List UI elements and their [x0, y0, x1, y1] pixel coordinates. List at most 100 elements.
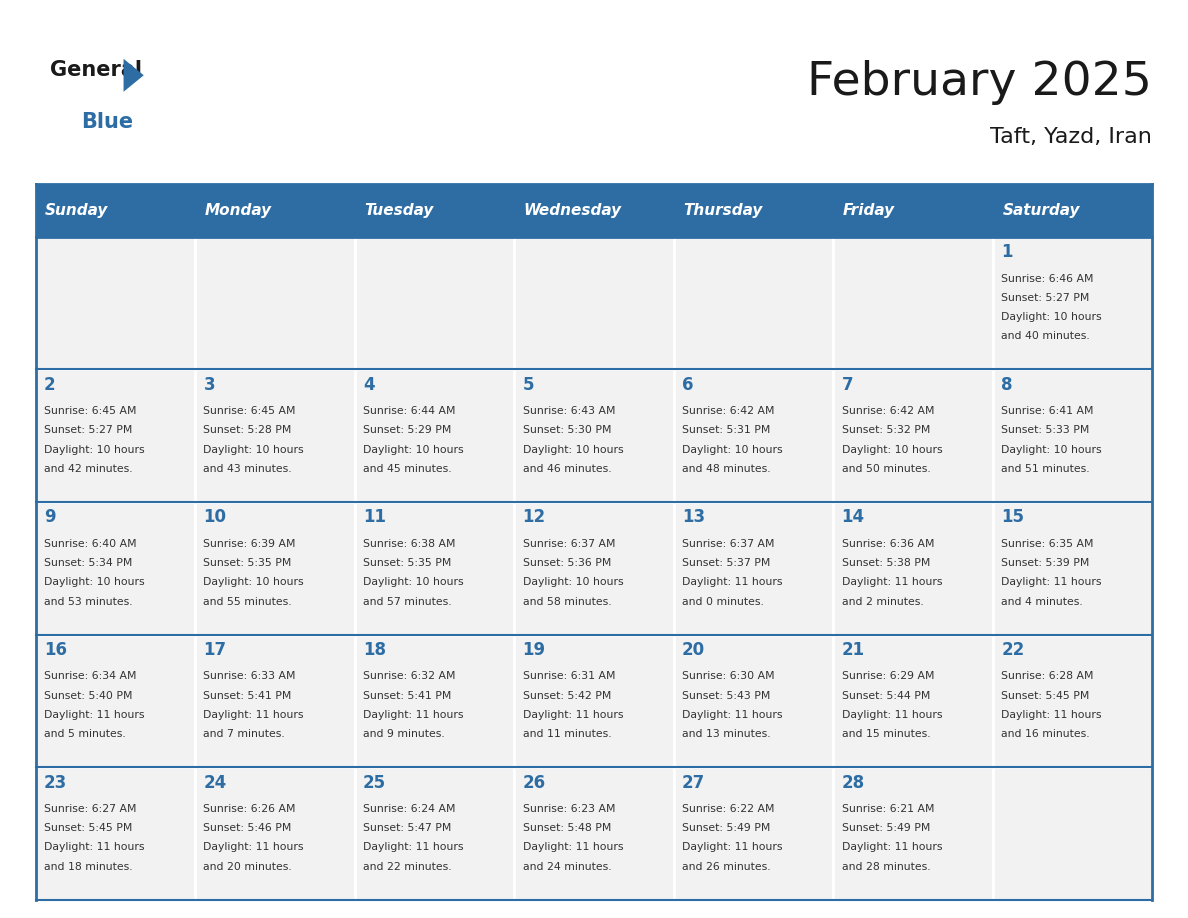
Text: 27: 27: [682, 774, 706, 791]
Text: Sunset: 5:34 PM: Sunset: 5:34 PM: [44, 558, 132, 568]
Text: and 4 minutes.: and 4 minutes.: [1001, 597, 1083, 607]
Bar: [833, 184, 993, 237]
Text: Daylight: 10 hours: Daylight: 10 hours: [682, 444, 783, 454]
Text: 13: 13: [682, 509, 706, 526]
Text: Sunset: 5:41 PM: Sunset: 5:41 PM: [203, 690, 292, 700]
Text: Sunday: Sunday: [45, 203, 108, 218]
Text: Sunrise: 6:23 AM: Sunrise: 6:23 AM: [523, 804, 615, 813]
Text: and 15 minutes.: and 15 minutes.: [841, 729, 930, 739]
Text: 5: 5: [523, 375, 535, 394]
Text: Daylight: 10 hours: Daylight: 10 hours: [44, 577, 145, 588]
Bar: [514, 634, 674, 767]
Text: and 0 minutes.: and 0 minutes.: [682, 597, 764, 607]
Bar: [674, 502, 833, 634]
Bar: [833, 634, 993, 767]
Text: Sunrise: 6:39 AM: Sunrise: 6:39 AM: [203, 539, 296, 549]
Bar: [195, 237, 355, 369]
Bar: [674, 184, 833, 237]
Bar: [674, 767, 833, 900]
Bar: [195, 767, 355, 900]
Text: Sunset: 5:37 PM: Sunset: 5:37 PM: [682, 558, 771, 568]
Text: Friday: Friday: [842, 203, 895, 218]
Text: and 13 minutes.: and 13 minutes.: [682, 729, 771, 739]
Text: Sunrise: 6:21 AM: Sunrise: 6:21 AM: [841, 804, 934, 813]
Text: Daylight: 10 hours: Daylight: 10 hours: [1001, 444, 1101, 454]
Text: 7: 7: [841, 375, 853, 394]
Text: Sunrise: 6:27 AM: Sunrise: 6:27 AM: [44, 804, 137, 813]
Text: 26: 26: [523, 774, 545, 791]
Bar: [993, 184, 1152, 237]
Text: Sunset: 5:46 PM: Sunset: 5:46 PM: [203, 823, 292, 833]
Text: and 46 minutes.: and 46 minutes.: [523, 464, 611, 474]
Text: Daylight: 11 hours: Daylight: 11 hours: [364, 843, 463, 852]
Text: and 9 minutes.: and 9 minutes.: [364, 729, 444, 739]
Text: Daylight: 11 hours: Daylight: 11 hours: [203, 710, 304, 720]
Text: Daylight: 11 hours: Daylight: 11 hours: [523, 843, 623, 852]
Text: Daylight: 11 hours: Daylight: 11 hours: [523, 710, 623, 720]
Text: Sunset: 5:44 PM: Sunset: 5:44 PM: [841, 690, 930, 700]
Bar: [355, 502, 514, 634]
Text: Wednesday: Wednesday: [524, 203, 621, 218]
Text: Sunset: 5:47 PM: Sunset: 5:47 PM: [364, 823, 451, 833]
Text: 14: 14: [841, 509, 865, 526]
Text: and 16 minutes.: and 16 minutes.: [1001, 729, 1089, 739]
Text: Sunset: 5:32 PM: Sunset: 5:32 PM: [841, 425, 930, 435]
Text: 18: 18: [364, 641, 386, 659]
Text: Daylight: 10 hours: Daylight: 10 hours: [203, 444, 304, 454]
Bar: [514, 767, 674, 900]
Text: and 26 minutes.: and 26 minutes.: [682, 862, 771, 871]
Text: and 45 minutes.: and 45 minutes.: [364, 464, 451, 474]
Text: Daylight: 10 hours: Daylight: 10 hours: [1001, 312, 1101, 322]
Text: 16: 16: [44, 641, 67, 659]
Text: Monday: Monday: [204, 203, 272, 218]
Text: Sunrise: 6:32 AM: Sunrise: 6:32 AM: [364, 671, 455, 681]
Bar: [195, 634, 355, 767]
Bar: [355, 237, 514, 369]
Text: Sunrise: 6:29 AM: Sunrise: 6:29 AM: [841, 671, 934, 681]
Text: and 20 minutes.: and 20 minutes.: [203, 862, 292, 871]
Text: Blue: Blue: [81, 112, 133, 132]
Bar: [833, 369, 993, 502]
Text: Daylight: 11 hours: Daylight: 11 hours: [364, 710, 463, 720]
Text: Daylight: 10 hours: Daylight: 10 hours: [523, 577, 624, 588]
Text: Sunrise: 6:38 AM: Sunrise: 6:38 AM: [364, 539, 455, 549]
Text: 3: 3: [203, 375, 215, 394]
Text: Daylight: 11 hours: Daylight: 11 hours: [44, 710, 145, 720]
Text: and 5 minutes.: and 5 minutes.: [44, 729, 126, 739]
Text: February 2025: February 2025: [808, 60, 1152, 105]
Text: Sunset: 5:30 PM: Sunset: 5:30 PM: [523, 425, 611, 435]
Text: Daylight: 10 hours: Daylight: 10 hours: [841, 444, 942, 454]
Text: Sunrise: 6:41 AM: Sunrise: 6:41 AM: [1001, 406, 1094, 416]
Text: and 24 minutes.: and 24 minutes.: [523, 862, 611, 871]
Text: Daylight: 11 hours: Daylight: 11 hours: [682, 843, 783, 852]
Text: 22: 22: [1001, 641, 1024, 659]
Bar: [355, 767, 514, 900]
Bar: [195, 184, 355, 237]
Bar: [36, 237, 195, 369]
Text: Sunrise: 6:30 AM: Sunrise: 6:30 AM: [682, 671, 775, 681]
Text: Sunrise: 6:43 AM: Sunrise: 6:43 AM: [523, 406, 615, 416]
Text: Sunset: 5:28 PM: Sunset: 5:28 PM: [203, 425, 292, 435]
Text: 28: 28: [841, 774, 865, 791]
Bar: [833, 767, 993, 900]
Text: Daylight: 11 hours: Daylight: 11 hours: [682, 577, 783, 588]
Bar: [514, 369, 674, 502]
Text: 24: 24: [203, 774, 227, 791]
Text: and 55 minutes.: and 55 minutes.: [203, 597, 292, 607]
Text: Sunrise: 6:45 AM: Sunrise: 6:45 AM: [44, 406, 137, 416]
Text: Sunrise: 6:37 AM: Sunrise: 6:37 AM: [523, 539, 615, 549]
Text: Sunrise: 6:34 AM: Sunrise: 6:34 AM: [44, 671, 137, 681]
Text: General: General: [50, 60, 141, 80]
Text: Sunset: 5:36 PM: Sunset: 5:36 PM: [523, 558, 611, 568]
Text: 15: 15: [1001, 509, 1024, 526]
Text: Sunset: 5:29 PM: Sunset: 5:29 PM: [364, 425, 451, 435]
Text: and 7 minutes.: and 7 minutes.: [203, 729, 285, 739]
Text: 1: 1: [1001, 243, 1012, 262]
Text: 11: 11: [364, 509, 386, 526]
Text: 20: 20: [682, 641, 706, 659]
Text: Daylight: 10 hours: Daylight: 10 hours: [203, 577, 304, 588]
Text: 25: 25: [364, 774, 386, 791]
Text: Sunset: 5:31 PM: Sunset: 5:31 PM: [682, 425, 771, 435]
Text: Sunset: 5:45 PM: Sunset: 5:45 PM: [44, 823, 132, 833]
Bar: [36, 634, 195, 767]
